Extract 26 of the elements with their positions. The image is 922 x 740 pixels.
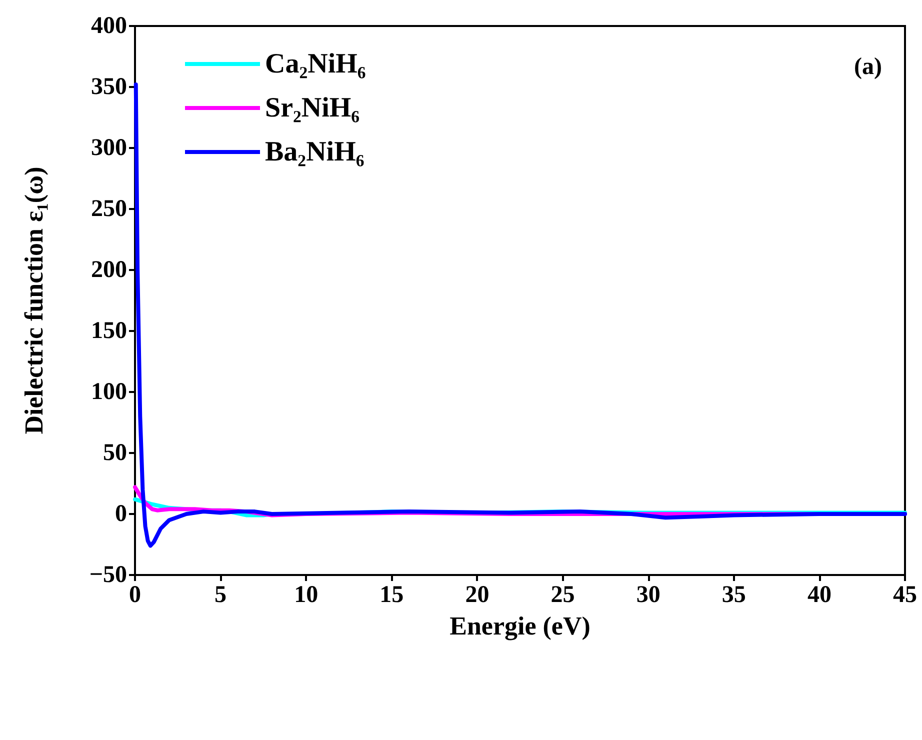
legend-label: Sr₂NiH₆ bbox=[265, 92, 360, 124]
y-tick-label: 300 bbox=[91, 135, 127, 161]
line-series bbox=[134, 82, 907, 548]
x-tick-label: 5 bbox=[214, 582, 227, 608]
x-axis-title: Energie (eV) bbox=[450, 612, 590, 640]
x-tick-label: 40 bbox=[807, 582, 832, 608]
x-tick-label: 45 bbox=[893, 582, 917, 608]
x-tick-label: 15 bbox=[380, 582, 404, 608]
y-axis-title: Dielectric function ε₁(ω) bbox=[20, 166, 48, 434]
x-tick-label: 35 bbox=[722, 582, 746, 608]
y-tick-label: 150 bbox=[91, 318, 127, 344]
y-tick-label: 100 bbox=[91, 379, 127, 405]
y-tick-label: 50 bbox=[103, 440, 127, 466]
legend-label: Ca₂NiH₆ bbox=[265, 48, 366, 80]
legend-label: Ba₂NiH₆ bbox=[265, 136, 364, 168]
y-tick-label: 0 bbox=[115, 501, 127, 527]
y-tick-label: 400 bbox=[91, 13, 127, 39]
x-tick-label: 10 bbox=[294, 582, 318, 608]
y-tick-label: 350 bbox=[91, 74, 127, 100]
y-tick-label: −50 bbox=[89, 562, 127, 588]
x-tick-label: 20 bbox=[465, 582, 490, 608]
x-tick-label: 25 bbox=[550, 582, 575, 608]
annotation: (a) bbox=[854, 54, 882, 80]
y-tick-label: 200 bbox=[91, 257, 127, 283]
x-tick-label: 30 bbox=[636, 582, 660, 608]
y-tick-label: 250 bbox=[91, 196, 127, 222]
